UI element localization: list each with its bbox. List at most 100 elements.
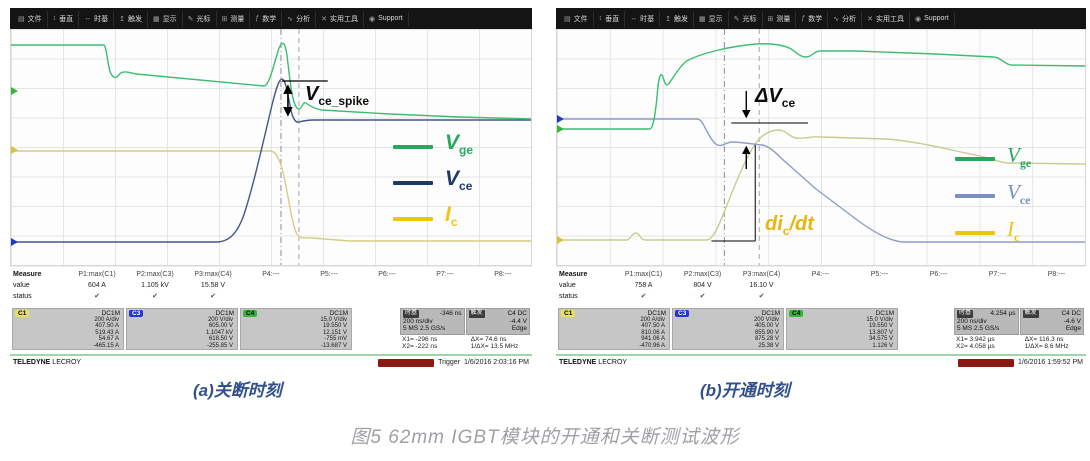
channel-line: -755 mV (324, 336, 347, 343)
waveform-svg-turnon (557, 29, 1085, 265)
channel-tag-c3: C3 (129, 310, 144, 317)
cursor-dx: ΔX= 116.3 ns (1024, 335, 1064, 343)
channel-line: 200 A/div (94, 317, 119, 323)
menu-item-display[interactable]: ▦ 显示 (148, 10, 183, 27)
trace-ic (11, 150, 531, 242)
measure-col-p7[interactable]: P7:--- (988, 271, 1007, 278)
trigger-panel[interactable]: 触发 C4 DC -4.6 V Edge (1019, 308, 1084, 335)
trigger-icon: ↥ (665, 15, 671, 23)
menu-item-math[interactable]: ƒ 数学 (250, 10, 283, 27)
channel-marker-c3[interactable] (11, 238, 18, 246)
timebase-chip: 时基 (403, 310, 420, 318)
legend-row-vge: Vge (393, 132, 473, 160)
channel-line: 13.807 V (868, 329, 893, 336)
cursor-invdx: 1/ΔX= 8.6 MHz (1024, 343, 1069, 350)
menu-item-cursors[interactable]: ✎ 光标 (729, 10, 763, 27)
support-icon: ◉ (915, 15, 922, 23)
measure-col-p3[interactable]: P3:max(C4) 16.10 V ✔ (742, 271, 781, 300)
menu-item-trigger[interactable]: ↥ 触发 (660, 10, 694, 27)
timebase-trigger-box[interactable]: 时基 4.254 µs 200 ns/div 5 MS 2.5 GS/s 触发 C4… (954, 308, 1084, 352)
menu-item-trigger[interactable]: ↥ 触发 (114, 10, 148, 27)
measure-col-p8[interactable]: P8:--- (494, 271, 512, 278)
channel-box-c1[interactable]: C1 DC1M 200 A/div 407.50 A 519.43 A 54.67… (12, 308, 124, 350)
menu-item-display[interactable]: ▦ 显示 (694, 10, 729, 27)
measure-col-p2[interactable]: P2:max(C3) 804 V ✔ (683, 271, 722, 300)
measure-col-p2[interactable]: P2:max(C3) 1.105 kV ✔ (136, 271, 174, 300)
menu-item-vertical[interactable]: ↕ 垂直 (594, 10, 626, 27)
channel-coupling: DC1M (215, 310, 234, 317)
channel-marker-c3[interactable] (557, 115, 564, 123)
menu-item-support[interactable]: ◉ Support (910, 11, 955, 26)
channel-box-c3[interactable]: C3 DC1M 200 V/div 605.00 V 1.1047 kV 618.… (126, 308, 238, 350)
trigger-type: Edge (1065, 325, 1081, 332)
channel-line: 12.151 V (322, 329, 347, 336)
cursor-readout: X1= 3.942 µs ΔX= 116.3 ns X2= 4.058 µs 1… (954, 334, 1084, 352)
menu-bar: ▤ 文件 ↕ 垂直 ↔ 时基 ↥ 触发 ▦ 显示 ✎ 光标 ⊞ 测量 ƒ 数学 ∿ 分析 ✕ 实用工… (556, 8, 1086, 29)
channel-line: 405.00 V (754, 323, 779, 330)
menu-item-file[interactable]: ▤ 文件 (559, 10, 594, 27)
trigger-status-badge[interactable] (958, 358, 1014, 367)
cursor-readout: X1= -296 ns ΔX= 74.6 ns X2= -222 ns 1/ΔX… (400, 334, 530, 352)
menu-item-analysis[interactable]: ∿ 分析 (282, 10, 317, 27)
menu-item-utilities[interactable]: ✕ 实用工具 (316, 10, 365, 27)
cursor-x2: X2= -222 ns (402, 343, 438, 350)
measure-col-p6[interactable]: P6:--- (929, 271, 948, 278)
measure-value-label: value (13, 282, 30, 289)
didt-pre: di (765, 213, 783, 235)
measure-col-p1[interactable]: P1:max(C1) 758 A ✔ (624, 271, 663, 300)
timebase-scale: 200 ns/div (957, 317, 987, 325)
menu-item-file[interactable]: ▤ 文件 (13, 10, 48, 27)
measure-col-p4[interactable]: P4:--- (811, 271, 830, 278)
cursor-x2: X2= 4.058 µs (956, 343, 995, 350)
menu-item-cursors[interactable]: ✎ 光标 (183, 10, 217, 27)
menu-item-measure[interactable]: ⊞ 测量 (217, 10, 251, 27)
menu-label: 时基 (640, 15, 655, 23)
measure-col-p3[interactable]: P3:max(C4) 15.58 V ✔ (194, 271, 232, 300)
menu-item-support[interactable]: ◉ Support (364, 11, 409, 26)
measure-col-p7[interactable]: P7:--- (436, 271, 454, 278)
measure-col-p1[interactable]: P1:max(C1) 604 A ✔ (78, 271, 116, 300)
menu-item-math[interactable]: ƒ 数学 (796, 10, 829, 27)
channel-box-c3[interactable]: C3 DC1M 200 V/div 405.00 V 855.90 V 875.2… (672, 308, 784, 350)
channel-box-c4[interactable]: C4 DC1M 15.0 V/div 19.550 V 12.151 V -755… (240, 308, 352, 350)
trigger-status-badge[interactable] (378, 358, 435, 367)
timebase-trigger-box[interactable]: 时基 -346 ns 200 ns/div 5 MS 2.5 GS/s 触发 C4 … (400, 308, 530, 352)
vce-line-swatch (955, 194, 995, 199)
channel-box-c1[interactable]: C1 DC1M 200 A/div 407.50 A 810.06 A 941.0… (558, 308, 670, 350)
channel-line: -255.85 V (206, 342, 233, 349)
menu-item-vertical[interactable]: ↕ 垂直 (48, 10, 80, 27)
measure-col-p5[interactable]: P5:--- (870, 271, 889, 278)
channel-marker-c1[interactable] (11, 146, 18, 154)
channel-line: 407.50 A (95, 323, 119, 330)
channel-line: 407.50 A (641, 323, 665, 330)
timebase-delay: -346 ns (439, 310, 462, 317)
menu-item-analysis[interactable]: ∿ 分析 (828, 10, 863, 27)
menu-item-timebase[interactable]: ↔ 时基 (625, 10, 661, 27)
timestamp: 1/6/2016 2:03:16 PM (464, 359, 529, 366)
measure-col-p4[interactable]: P4:--- (262, 271, 280, 278)
measure-row-labels: Measure value status (10, 269, 68, 307)
measure-col-p6[interactable]: P6:--- (378, 271, 396, 278)
menu-item-timebase[interactable]: ↔ 时基 (79, 10, 115, 27)
trace-ic (557, 129, 1085, 241)
trigger-status-label: Trigger (438, 359, 460, 366)
channel-box-c4[interactable]: C4 DC1M 15.0 V/div 19.550 V 13.807 V 34.5… (786, 308, 898, 350)
trigger-panel[interactable]: 触发 C4 DC -4.4 V Edge (465, 308, 530, 335)
channel-marker-c4[interactable] (11, 87, 18, 95)
trigger-source: C4 DC (1061, 310, 1081, 317)
timebase-panel[interactable]: 时基 4.254 µs 200 ns/div 5 MS 2.5 GS/s (954, 308, 1019, 335)
menu-item-measure[interactable]: ⊞ 测量 (763, 10, 797, 27)
dvce-main: ΔV (755, 85, 782, 107)
menu-label: 数学 (262, 15, 277, 23)
channel-marker-c4[interactable] (557, 125, 564, 133)
menu-label: 分析 (842, 15, 857, 23)
trigger-level: -4.4 V (509, 317, 527, 325)
channel-marker-c1[interactable] (557, 236, 564, 244)
menu-item-utilities[interactable]: ✕ 实用工具 (862, 10, 911, 27)
channel-tag-c4: C4 (789, 310, 804, 317)
vge-line-swatch (955, 157, 995, 162)
measure-col-p8[interactable]: P8:--- (1047, 271, 1066, 278)
timebase-panel[interactable]: 时基 -346 ns 200 ns/div 5 MS 2.5 GS/s (400, 308, 465, 335)
menu-label: 垂直 (605, 15, 620, 23)
measure-col-p5[interactable]: P5:--- (320, 271, 338, 278)
